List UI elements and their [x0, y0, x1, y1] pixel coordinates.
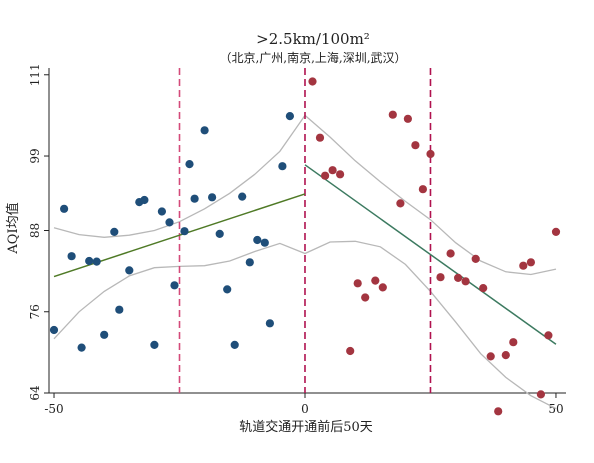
- data-point: [494, 407, 503, 416]
- fit-line: [304, 164, 557, 345]
- data-point: [110, 227, 119, 236]
- data-point: [353, 279, 362, 288]
- data-point: [115, 305, 124, 314]
- x-tick-label: 50: [548, 402, 563, 416]
- data-point: [223, 285, 232, 294]
- data-point: [200, 126, 209, 135]
- data-point: [388, 110, 397, 119]
- data-point: [403, 114, 412, 123]
- data-point: [315, 133, 325, 142]
- data-point: [336, 170, 345, 179]
- data-point: [278, 162, 287, 171]
- data-point: [285, 112, 294, 121]
- data-point: [180, 227, 189, 236]
- chart-title: >2.5km/100m²: [256, 30, 370, 48]
- data-point: [185, 160, 194, 169]
- data-point: [454, 273, 463, 282]
- y-tick-label: 64: [28, 385, 42, 401]
- data-point: [396, 199, 405, 208]
- ci-lower-line: [53, 240, 557, 410]
- data-point: [536, 390, 546, 399]
- data-point: [165, 218, 174, 227]
- data-point: [85, 256, 94, 266]
- x-tick-label: 0: [301, 402, 309, 416]
- data-point: [170, 281, 179, 290]
- data-point: [208, 193, 217, 202]
- data-point: [238, 192, 247, 201]
- data-point: [77, 343, 86, 352]
- data-point: [461, 277, 470, 286]
- data-point: [260, 238, 269, 247]
- data-point: [92, 257, 101, 266]
- data-point: [215, 229, 224, 238]
- data-point: [60, 204, 69, 213]
- data-point: [479, 284, 488, 293]
- data-point: [190, 194, 199, 203]
- data-point: [321, 171, 330, 180]
- data-point: [67, 252, 76, 261]
- data-point: [418, 185, 427, 194]
- data-point: [426, 149, 435, 159]
- data-point: [471, 254, 480, 263]
- y-tick-label: 99: [28, 148, 42, 163]
- data-point: [245, 258, 254, 267]
- y-tick-label: 111: [28, 63, 42, 86]
- data-point: [150, 340, 159, 349]
- x-tick-label: -50: [44, 402, 63, 416]
- chart-subtitle: （北京,广州,南京,上海,深圳,武汉）: [219, 50, 406, 65]
- data-point: [526, 258, 536, 267]
- data-point: [519, 261, 528, 270]
- data-point: [230, 340, 239, 349]
- data-point: [308, 77, 317, 86]
- data-point: [100, 330, 109, 339]
- x-axis-label: 轨道交通开通前后50天: [239, 419, 373, 435]
- data-point: [157, 207, 166, 216]
- data-point: [436, 273, 445, 282]
- y-tick-label: 76: [28, 304, 42, 319]
- plot-area: 64 76 88 99 111 -50 0 50: [28, 63, 566, 416]
- data-point: [371, 276, 380, 285]
- data-point: [328, 166, 337, 175]
- data-point: [265, 319, 274, 328]
- data-point: [49, 325, 59, 335]
- data-point: [509, 338, 518, 347]
- data-point: [411, 141, 420, 150]
- data-point: [125, 266, 134, 275]
- data-point: [486, 352, 495, 361]
- data-point: [140, 195, 149, 205]
- data-point: [361, 293, 370, 302]
- data-point: [544, 331, 553, 340]
- y-tick-label: 88: [28, 223, 42, 238]
- y-axis-label: AQI均值: [5, 202, 21, 254]
- data-point: [501, 351, 510, 360]
- data-point: [446, 249, 455, 258]
- data-point: [378, 283, 387, 292]
- data-point: [551, 227, 561, 236]
- data-point: [253, 235, 262, 245]
- data-point: [346, 346, 355, 356]
